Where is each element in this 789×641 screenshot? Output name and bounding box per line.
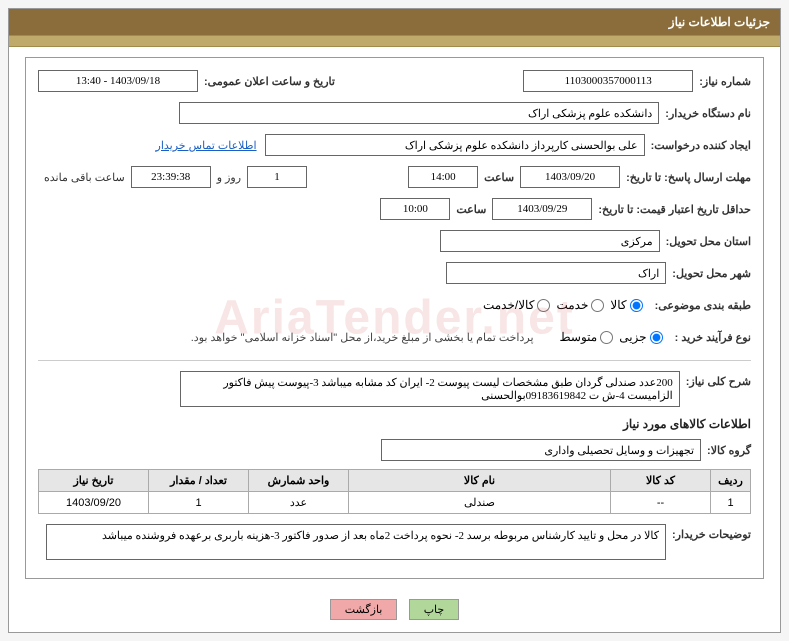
- buyer-org-label: نام دستگاه خریدار:: [665, 107, 751, 120]
- buyer-notes-label: توضیحات خریدار:: [672, 524, 751, 541]
- city-input[interactable]: [446, 262, 666, 284]
- divider-1: [38, 360, 751, 361]
- header-bar: جزئیات اطلاعات نیاز: [9, 9, 780, 35]
- row-requester: ایجاد کننده درخواست: اطلاعات تماس خریدار: [38, 132, 751, 158]
- days-word: روز و: [217, 171, 241, 184]
- summary-textarea[interactable]: [180, 371, 680, 407]
- province-input[interactable]: [440, 230, 660, 252]
- goods-header: اطلاعات کالاهای مورد نیاز: [38, 417, 751, 431]
- buyer-org-input[interactable]: [179, 102, 659, 124]
- radio-service[interactable]: خدمت: [556, 298, 604, 312]
- td-name: صندلی: [349, 492, 611, 514]
- requester-label: ایجاد کننده درخواست:: [651, 139, 751, 152]
- validity-date[interactable]: [492, 198, 592, 220]
- deadline-label: مهلت ارسال پاسخ: تا تاریخ:: [626, 171, 751, 184]
- radio-small[interactable]: جزیی: [619, 330, 662, 344]
- gold-bar: [9, 35, 780, 47]
- row-buyer-notes: توضیحات خریدار:: [38, 524, 751, 560]
- process-note: پرداخت تمام یا بخشی از مبلغ خرید،از محل …: [191, 331, 534, 344]
- row-validity: حداقل تاریخ اعتبار قیمت: تا تاریخ: ساعت: [38, 196, 751, 222]
- page-title: جزئیات اطلاعات نیاز: [669, 15, 770, 29]
- time-label-1: ساعت: [484, 171, 514, 184]
- remain-label: ساعت باقی مانده: [44, 171, 125, 184]
- td-code: --: [611, 492, 711, 514]
- row-need-no: شماره نیاز: تاریخ و ساعت اعلان عمومی:: [38, 68, 751, 94]
- footer: چاپ بازگشت: [9, 589, 780, 632]
- validity-label: حداقل تاریخ اعتبار قیمت: تا تاریخ:: [598, 203, 751, 216]
- td-qty: 1: [149, 492, 249, 514]
- row-city: شهر محل تحویل:: [38, 260, 751, 286]
- row-deadline: مهلت ارسال پاسخ: تا تاریخ: ساعت روز و سا…: [38, 164, 751, 190]
- th-name: نام کالا: [349, 470, 611, 492]
- th-date: تاریخ نیاز: [39, 470, 149, 492]
- table-header-row: ردیف کد کالا نام کالا واحد شمارش تعداد /…: [39, 470, 751, 492]
- radio-medium[interactable]: متوسط: [560, 330, 614, 344]
- row-process: نوع فرآیند خرید : جزیی متوسط پرداخت تمام…: [38, 324, 751, 350]
- td-row: 1: [711, 492, 751, 514]
- th-row: ردیف: [711, 470, 751, 492]
- main-frame: جزئیات اطلاعات نیاز AriaTender.net شماره…: [8, 8, 781, 633]
- need-no-input[interactable]: [523, 70, 693, 92]
- radio-goods[interactable]: کالا: [610, 298, 642, 312]
- contact-link[interactable]: اطلاعات تماس خریدار: [156, 139, 257, 152]
- back-button[interactable]: بازگشت: [330, 599, 398, 620]
- days-remaining[interactable]: [247, 166, 307, 188]
- topic-label: طبقه بندی موضوعی:: [655, 299, 751, 312]
- row-group: گروه کالا:: [38, 437, 751, 463]
- group-label: گروه کالا:: [707, 444, 751, 457]
- remain-time[interactable]: [131, 166, 211, 188]
- deadline-date[interactable]: [520, 166, 620, 188]
- time-label-2: ساعت: [456, 203, 486, 216]
- deadline-time[interactable]: [408, 166, 478, 188]
- process-label: نوع فرآیند خرید :: [675, 331, 751, 344]
- group-input[interactable]: [381, 439, 701, 461]
- requester-input[interactable]: [265, 134, 645, 156]
- th-qty: تعداد / مقدار: [149, 470, 249, 492]
- td-date: 1403/09/20: [39, 492, 149, 514]
- radio-both[interactable]: کالا/خدمت: [483, 298, 550, 312]
- row-summary: شرح کلی نیاز:: [38, 371, 751, 407]
- td-unit: عدد: [249, 492, 349, 514]
- th-code: کد کالا: [611, 470, 711, 492]
- buyer-notes-textarea[interactable]: [46, 524, 666, 560]
- th-unit: واحد شمارش: [249, 470, 349, 492]
- details-section: AriaTender.net شماره نیاز: تاریخ و ساعت …: [25, 57, 764, 579]
- validity-time[interactable]: [380, 198, 450, 220]
- table-row: 1 -- صندلی عدد 1 1403/09/20: [39, 492, 751, 514]
- goods-table: ردیف کد کالا نام کالا واحد شمارش تعداد /…: [38, 469, 751, 514]
- row-buyer-org: نام دستگاه خریدار:: [38, 100, 751, 126]
- row-province: استان محل تحویل:: [38, 228, 751, 254]
- province-label: استان محل تحویل:: [666, 235, 751, 248]
- summary-label: شرح کلی نیاز:: [686, 371, 751, 388]
- print-button[interactable]: چاپ: [409, 599, 460, 620]
- announce-input[interactable]: [38, 70, 198, 92]
- row-topic: طبقه بندی موضوعی: کالا خدمت کالا/خدمت: [38, 292, 751, 318]
- need-no-label: شماره نیاز:: [699, 75, 751, 88]
- city-label: شهر محل تحویل:: [672, 267, 751, 280]
- announce-label: تاریخ و ساعت اعلان عمومی:: [204, 75, 335, 88]
